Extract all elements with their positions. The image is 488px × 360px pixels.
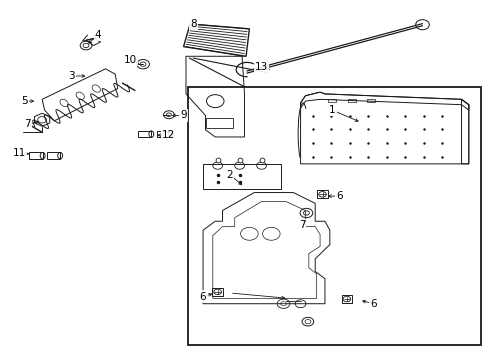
Text: 4: 4 bbox=[95, 30, 102, 40]
Text: 3: 3 bbox=[68, 71, 75, 81]
Bar bbox=[206, 118, 233, 128]
Bar bbox=[317, 190, 327, 198]
Text: 2: 2 bbox=[226, 170, 233, 180]
Text: 6: 6 bbox=[336, 191, 342, 201]
Text: 8: 8 bbox=[190, 19, 196, 29]
Text: 11: 11 bbox=[13, 148, 26, 158]
Text: 5: 5 bbox=[21, 96, 27, 106]
Bar bbox=[366, 99, 374, 102]
Bar bbox=[341, 295, 351, 303]
Text: 12: 12 bbox=[162, 130, 175, 140]
Text: 6: 6 bbox=[369, 299, 376, 309]
Text: 7: 7 bbox=[24, 120, 31, 129]
Bar bbox=[212, 288, 223, 296]
Text: 13: 13 bbox=[254, 62, 267, 72]
Text: 1: 1 bbox=[328, 105, 335, 115]
Bar bbox=[188, 87, 480, 345]
Text: 9: 9 bbox=[180, 111, 186, 121]
Text: 7: 7 bbox=[298, 220, 305, 230]
Text: 6: 6 bbox=[199, 292, 206, 302]
Bar bbox=[328, 99, 335, 102]
Bar bbox=[347, 99, 355, 102]
Text: 10: 10 bbox=[123, 55, 136, 65]
